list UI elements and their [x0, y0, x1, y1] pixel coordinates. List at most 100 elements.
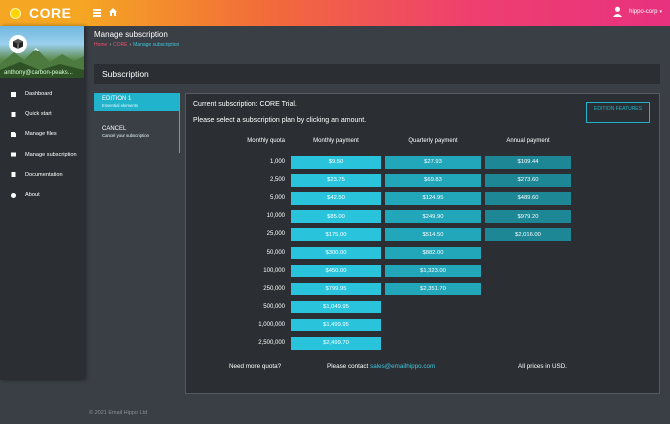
user-icon: [613, 6, 623, 17]
quick-start-icon: [11, 111, 16, 117]
app-name: CORE: [29, 5, 72, 21]
quarterly-price-button[interactable]: $249.90: [385, 210, 481, 223]
quota-value: 1,000,000: [258, 321, 285, 328]
sales-email-link[interactable]: sales@emailhippo.com: [370, 363, 436, 370]
monthly-price-button[interactable]: $1,049.95: [291, 300, 381, 314]
sidebar-item-label: Manage subscription: [25, 151, 77, 158]
pricing-panel: Current subscription: CORE Trial. Please…: [185, 93, 660, 394]
sidebar-item-label: Quick start: [25, 111, 52, 118]
quota-value: 50,000: [266, 249, 285, 256]
quarterly-price-button[interactable]: $124.95: [385, 192, 481, 205]
sidebar-item-documentation[interactable]: Documentation: [0, 165, 84, 185]
page-header: Manage subscription Home › CORE › Manage sub…: [94, 30, 179, 48]
info-icon: [11, 192, 16, 198]
quota-value: 5,000: [269, 195, 285, 202]
quarterly-price-button[interactable]: $69.83: [385, 174, 481, 187]
sidebar-nav: Dashboard Quick start Manage files Manag…: [0, 84, 84, 205]
tab-subtitle: Essential elements: [102, 103, 139, 108]
edition-features-button[interactable]: EDITION FEATURES: [586, 102, 650, 123]
sidebar-item-label: Manage files: [25, 131, 57, 138]
profile-banner: anthony@carbon-peaks...: [0, 26, 84, 78]
section-header: Subscription: [94, 64, 660, 84]
files-icon: [11, 131, 16, 137]
app-logo[interactable]: CORE: [10, 5, 71, 21]
annual-price-button[interactable]: $489.60: [485, 192, 571, 205]
column-header-quarterly: Quarterly payment: [408, 138, 458, 144]
tab-title: CANCEL: [102, 126, 127, 132]
logo-circle-icon: [10, 7, 21, 19]
tab-cancel[interactable]: CANCEL Cancel your subscription: [94, 123, 179, 141]
monthly-price-button[interactable]: $85.00: [291, 210, 381, 223]
quarterly-price-button[interactable]: $27.93: [385, 156, 481, 169]
quota-value: 2,500: [269, 177, 285, 184]
sidebar-item-quick-start[interactable]: Quick start: [0, 104, 84, 124]
sidebar-item-dashboard[interactable]: Dashboard: [0, 84, 84, 104]
user-name: hippo-corp: [629, 8, 658, 15]
copyright: © 2021 Email Hippo Ltd: [89, 410, 148, 416]
section-title: Subscription: [102, 69, 149, 79]
monthly-price-button[interactable]: $23.75: [291, 174, 381, 187]
user-menu[interactable]: hippo-corp ▾: [612, 6, 662, 17]
annual-price-button[interactable]: $109.44: [485, 156, 571, 169]
tab-title: EDITION 1: [102, 96, 132, 102]
monthly-price-button[interactable]: $175.00: [291, 228, 381, 241]
quarterly-price-button[interactable]: $2,351.70: [385, 282, 481, 296]
monthly-price-button[interactable]: $1,499.95: [291, 318, 381, 332]
sidebar: anthony@carbon-peaks... Dashboard Quick …: [0, 26, 84, 380]
hamburger-menu-icon[interactable]: [93, 9, 101, 17]
cube-icon: [13, 39, 23, 49]
breadcrumb-current: Manage subscription: [133, 42, 180, 48]
quota-value: 500,000: [263, 303, 285, 310]
breadcrumb-separator-icon: ›: [109, 42, 112, 48]
quarterly-price-button[interactable]: $1,323.00: [385, 264, 481, 278]
annual-price-button[interactable]: $979.20: [485, 210, 571, 223]
annual-price-button[interactable]: $2,016.00: [485, 228, 571, 241]
annual-price-button[interactable]: $273.60: [485, 174, 571, 187]
quota-value: 10,000: [266, 213, 285, 220]
monthly-price-button[interactable]: $450.00: [291, 264, 381, 278]
sidebar-item-manage-files[interactable]: Manage files: [0, 124, 84, 144]
quarterly-price-button[interactable]: $882.00: [385, 246, 481, 259]
sidebar-item-about[interactable]: About: [0, 185, 84, 205]
top-bar: CORE hippo-corp ▾: [0, 0, 670, 26]
monthly-price-button[interactable]: $2,499.70: [291, 337, 381, 350]
contact-text: Please contact sales@emailhippo.com: [327, 363, 435, 370]
column-header-monthly: Monthly payment: [313, 138, 359, 144]
avatar[interactable]: [9, 35, 27, 53]
quota-value: 1,000: [269, 159, 285, 165]
quota-value: 100,000: [263, 267, 285, 274]
quota-value: 2,500,000: [258, 340, 285, 346]
instruction-text: Please select a subscription plan by cli…: [193, 117, 367, 124]
page-title: Manage subscription: [94, 30, 168, 39]
dashboard-icon: [11, 91, 16, 97]
quarterly-price-button[interactable]: $514.50: [385, 228, 481, 241]
quota-value: 25,000: [266, 231, 285, 238]
breadcrumb-separator-icon: ›: [129, 42, 132, 48]
column-header-annual: Annual payment: [506, 138, 550, 144]
breadcrumb-home[interactable]: Home: [94, 42, 108, 48]
tab-subtitle: Cancel your subscription: [102, 133, 150, 138]
sidebar-item-label: Dashboard: [25, 91, 53, 98]
edition-tabs: EDITION 1 Essential elements CANCEL Canc…: [94, 93, 180, 153]
home-icon[interactable]: [108, 7, 118, 17]
breadcrumb-core[interactable]: CORE: [113, 42, 128, 48]
monthly-price-button[interactable]: $9.50: [291, 156, 381, 169]
monthly-price-button[interactable]: $300.00: [291, 246, 381, 259]
quota-value: 250,000: [263, 285, 285, 292]
tab-edition-1[interactable]: EDITION 1 Essential elements: [94, 93, 179, 111]
column-header-quota: Monthly quota: [247, 138, 285, 144]
breadcrumb: Home › CORE › Manage subscription: [94, 42, 179, 48]
subscription-icon: [11, 152, 16, 157]
mountains-image: [0, 48, 84, 78]
documentation-icon: [11, 172, 16, 178]
sidebar-item-manage-subscription[interactable]: Manage subscription: [0, 145, 84, 165]
contact-prefix: Please contact: [327, 363, 369, 370]
monthly-price-button[interactable]: $42.50: [291, 192, 381, 205]
caret-down-icon: ▾: [659, 8, 662, 15]
user-email: anthony@carbon-peaks...: [4, 70, 73, 76]
currency-note: All prices in USD.: [518, 363, 567, 370]
current-subscription: Current subscription: CORE Trial.: [193, 101, 297, 108]
need-more-quota-text: Need more quota?: [229, 363, 282, 370]
sidebar-item-label: Documentation: [25, 171, 63, 178]
monthly-price-button[interactable]: $799.95: [291, 282, 381, 296]
